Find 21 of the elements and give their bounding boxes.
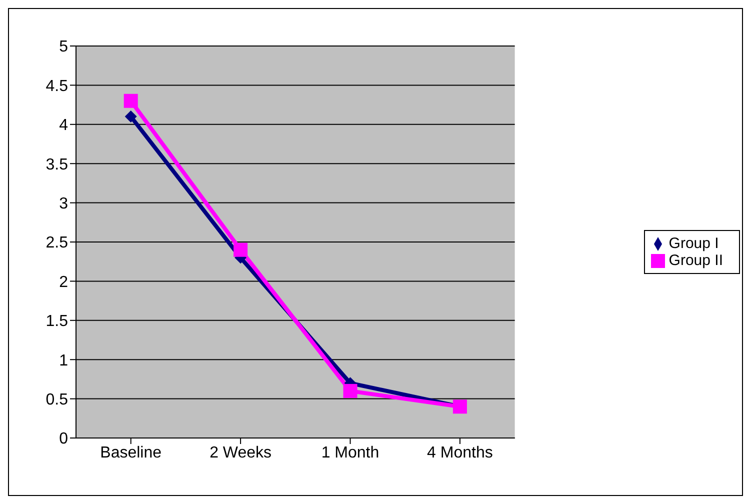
x-tick-label: 2 Weeks <box>210 444 272 462</box>
x-tick-label: Baseline <box>100 444 162 462</box>
legend-label: Group I <box>668 235 719 252</box>
y-tick-label: 4 <box>59 117 68 134</box>
y-tick-label: 4.5 <box>46 78 68 95</box>
y-tick-label: 2 <box>59 274 68 291</box>
x-tick-label: 1 Month <box>321 444 380 462</box>
point <box>343 384 358 398</box>
y-tick-label: 3 <box>59 195 68 212</box>
point <box>124 110 137 123</box>
x-tick-label: 4 Months <box>427 444 493 462</box>
y-tick-label: 0.5 <box>46 391 68 408</box>
y-tick-label: 2.5 <box>46 234 68 252</box>
y-tick-label: 1.5 <box>46 313 68 330</box>
y-tick-label: 1 <box>59 352 68 370</box>
point <box>234 242 248 257</box>
y-tick-label: 5 <box>59 38 68 56</box>
y-tick-label: 0 <box>59 430 68 448</box>
legend-label: Group II <box>668 252 723 269</box>
point <box>124 94 138 108</box>
y-tick-label: 3.5 <box>46 156 68 174</box>
